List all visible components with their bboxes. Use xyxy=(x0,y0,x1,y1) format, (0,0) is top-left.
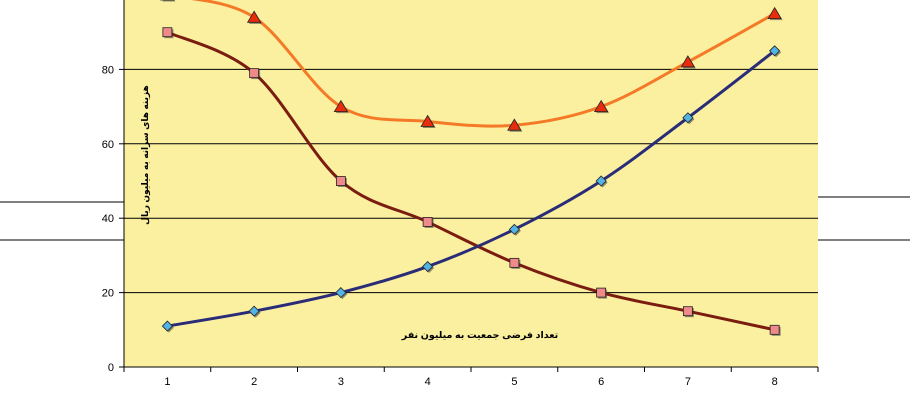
x-tick-label-4: 4 xyxy=(425,376,431,388)
series-2-point-3 xyxy=(335,176,346,186)
x-tick-label-2: 2 xyxy=(251,376,257,388)
x-tick-label-1: 1 xyxy=(164,376,170,388)
series-1-line xyxy=(191,0,776,128)
series-1-point-2 xyxy=(246,10,262,23)
series-3-point-4 xyxy=(422,260,434,273)
series-1-point-8 xyxy=(767,6,782,20)
series-2-point-5 xyxy=(509,257,520,268)
series-2-point-1 xyxy=(162,27,173,38)
series-1-point-5 xyxy=(507,118,522,131)
x-tick-label-7: 7 xyxy=(685,376,691,388)
x-tick-label-5: 5 xyxy=(511,376,517,388)
x-tick-label-6: 6 xyxy=(598,376,604,388)
series-3 xyxy=(161,45,782,333)
series-2-point-7 xyxy=(682,306,693,317)
series-layer xyxy=(160,0,783,336)
series-3-point-5 xyxy=(508,223,520,235)
series-2-point-8 xyxy=(769,324,780,335)
y-tick-label-60: 60 xyxy=(102,139,114,151)
series-3-point-2 xyxy=(248,305,260,317)
series-1-point-7 xyxy=(680,55,696,68)
series-2-point-4 xyxy=(422,217,433,227)
series-2-point-2 xyxy=(249,68,260,79)
x-tick-label-3: 3 xyxy=(338,376,344,388)
series-3-point-6 xyxy=(595,175,607,187)
x-tick-label-8: 8 xyxy=(772,376,778,388)
series-1 xyxy=(160,0,783,132)
series-3-point-1 xyxy=(161,320,173,332)
y-tick-label-100: 100 xyxy=(96,0,114,2)
x-axis-label: تعداد فرضی جمعیت به میلیون نفر xyxy=(401,330,558,341)
series-2-line xyxy=(166,30,775,332)
tick-labels: 0 20 40 60 80 100 1 2 3 4 5 6 7 8 xyxy=(96,0,778,388)
y-tick-label-0: 0 xyxy=(108,362,114,374)
axes xyxy=(119,0,819,372)
series-1-point-3 xyxy=(333,99,349,112)
gridlines xyxy=(124,68,818,294)
series-3-point-8 xyxy=(769,45,781,57)
y-tick-label-40: 40 xyxy=(102,213,114,225)
series-2 xyxy=(162,27,781,336)
series-3-point-3 xyxy=(335,287,347,299)
series-2-point-6 xyxy=(596,287,607,298)
y-tick-label-80: 80 xyxy=(102,64,114,76)
y-axis-label: هزینه های سرانه به میلیون ریال xyxy=(140,85,151,225)
series-3-point-7 xyxy=(682,112,694,124)
series-1-point-4 xyxy=(420,114,435,127)
series-1-point-6 xyxy=(593,99,609,112)
y-tick-label-20: 20 xyxy=(102,288,114,300)
